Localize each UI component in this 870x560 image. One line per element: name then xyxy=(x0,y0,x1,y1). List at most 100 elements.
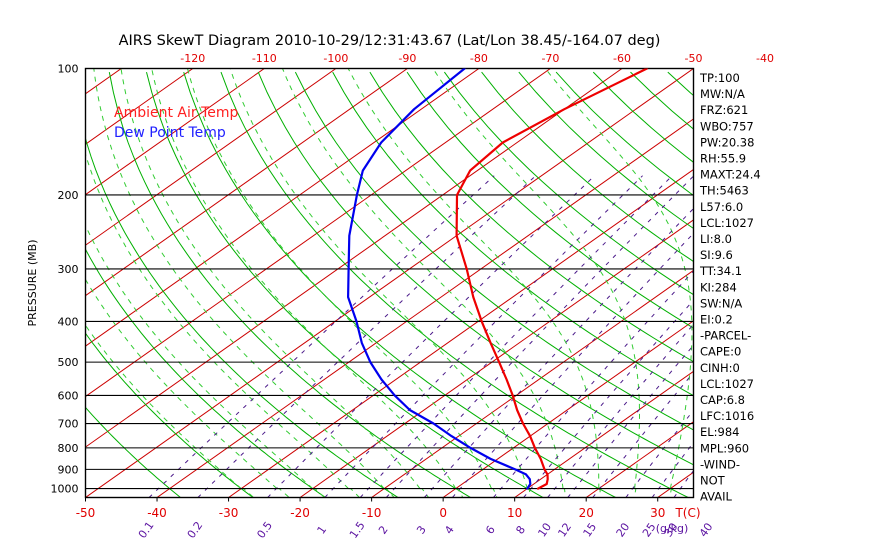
isotherm-line xyxy=(442,320,694,498)
top-temp-tick-label: -120 xyxy=(180,52,205,65)
dry-adiabat-line xyxy=(854,72,870,497)
dry-adiabat-line xyxy=(294,71,694,431)
parameter-26: AVAIL xyxy=(700,490,733,504)
mixing-ratio-tick-label: 1.5 xyxy=(347,519,368,541)
mixing-ratio-tick-label: 20 xyxy=(614,521,633,540)
dry-adiabat-line xyxy=(85,248,326,498)
mixing-ratio-tick-label: 4 xyxy=(442,523,457,536)
moist-adiabat-line xyxy=(93,68,385,489)
dry-adiabat-line xyxy=(406,71,694,329)
mixing-ratio-line xyxy=(423,207,694,498)
mixing-ratio-axis-label: (g/kg) xyxy=(656,522,689,535)
bottom-temp-tick-label: -20 xyxy=(290,506,310,520)
bottom-temp-tick-label: -30 xyxy=(219,506,239,520)
dry-adiabat-line xyxy=(817,72,870,497)
moist-adiabat-line xyxy=(348,488,360,498)
parameter-19: LCL:1027 xyxy=(700,377,754,391)
mixing-ratio-tick-label: 0.1 xyxy=(136,519,157,541)
dry-adiabat-line xyxy=(146,71,544,498)
moist-adiabat-line xyxy=(740,489,743,498)
parameter-0: TP:100 xyxy=(699,71,740,85)
parameter-5: RH:55.9 xyxy=(700,152,746,166)
isotherm-line xyxy=(299,219,694,498)
dewpoint-curve xyxy=(347,68,532,490)
parameter-8: L57:6.0 xyxy=(700,200,743,214)
pressure-tick-label: 900 xyxy=(58,463,79,476)
top-temp-tick-label: -50 xyxy=(685,52,703,65)
pressure-tick-label: 1000 xyxy=(51,483,79,496)
parameter-7: TH:5463 xyxy=(699,184,749,198)
moist-adiabat-line xyxy=(281,68,564,489)
pressure-tick-label: 600 xyxy=(58,389,79,402)
isotherm-line xyxy=(228,168,694,498)
moist-adiabat-line xyxy=(120,68,421,489)
pressure-tick-label: 400 xyxy=(58,315,79,328)
isotherm-line xyxy=(85,68,694,498)
dry-adiabat-line xyxy=(481,71,694,263)
dry-adiabat-line xyxy=(443,71,694,296)
bottom-temp-tick-label: 30 xyxy=(650,506,665,520)
mixing-ratio-line xyxy=(452,232,694,498)
temperature-axis-label: T(C) xyxy=(674,506,700,520)
pressure-tick-label: 700 xyxy=(58,418,79,431)
moist-adiabat-line xyxy=(669,488,673,498)
moist-adiabat-line xyxy=(544,68,693,489)
parameter-12: TT:34.1 xyxy=(699,264,742,278)
mixing-ratio-tick-label: 6 xyxy=(483,523,498,536)
isotherm-line xyxy=(85,68,623,448)
isotherm-line xyxy=(85,68,551,398)
moist-adiabat-line xyxy=(347,68,600,489)
dry-adiabat-line xyxy=(257,71,694,466)
parameter-21: LFC:1016 xyxy=(700,409,754,423)
pressure-tick-label: 200 xyxy=(58,189,79,202)
moist-adiabat-line xyxy=(563,488,566,498)
mixing-ratio-tick-label: 0.2 xyxy=(185,519,206,541)
parameter-9: LCL:1027 xyxy=(700,216,754,230)
dry-adiabat-line xyxy=(108,72,471,498)
parameter-17: CAPE:0 xyxy=(700,345,741,359)
isotherm-line xyxy=(85,68,408,297)
moist-adiabat-line xyxy=(432,68,640,489)
mixing-ratio-tick-label: 15 xyxy=(581,521,600,540)
parameter-24: -WIND- xyxy=(700,457,740,471)
dry-adiabat-line xyxy=(85,406,181,498)
parameter-20: CAP:6.8 xyxy=(700,393,745,407)
moist-adiabat-line xyxy=(186,68,492,489)
parameter-11: SI:9.6 xyxy=(700,248,733,262)
moist-adiabat-line xyxy=(742,59,852,489)
legend-dewpoint-temp: Dew Point Temp xyxy=(114,125,226,141)
top-temp-tick-label: -100 xyxy=(323,52,348,65)
mixing-ratio-tick-label: 40 xyxy=(697,521,716,540)
moist-adiabat-line xyxy=(241,488,255,498)
parameter-15: EI:0.2 xyxy=(700,313,733,327)
moist-adiabat-line xyxy=(527,488,532,498)
mixing-ratio-line xyxy=(651,441,694,498)
ambient-temp-curve xyxy=(455,68,649,490)
bottom-temp-tick-label: 0 xyxy=(439,506,447,520)
moist-adiabat-line xyxy=(85,224,314,489)
parameter-16: -PARCEL- xyxy=(700,329,751,343)
moist-adiabat-line xyxy=(384,488,395,498)
parameter-18: CINH:0 xyxy=(700,361,740,375)
moist-adiabat-line xyxy=(598,488,601,498)
isotherm-line xyxy=(514,370,694,498)
pressure-tick-label: 500 xyxy=(58,356,79,369)
mixing-ratio-tick-label: 0.5 xyxy=(254,519,275,541)
dry-adiabat-line xyxy=(518,71,694,230)
isotherm-line xyxy=(657,471,694,498)
moist-adiabat-line xyxy=(634,488,637,498)
parameter-22: EL:984 xyxy=(700,425,740,439)
parameter-23: MPL:960 xyxy=(700,441,749,455)
bottom-temp-tick-label: -10 xyxy=(362,506,382,520)
parameter-2: FRZ:621 xyxy=(700,103,748,117)
isotherm-line xyxy=(85,68,337,246)
isotherm-line xyxy=(85,68,265,196)
pressure-tick-label: 800 xyxy=(58,442,79,455)
mixing-ratio-line xyxy=(359,175,673,498)
bottom-temp-tick-label: 10 xyxy=(507,506,522,520)
parameter-13: KI:284 xyxy=(700,280,737,294)
top-temp-tick-label: -70 xyxy=(541,52,559,65)
moist-adiabat-line xyxy=(151,68,457,489)
mixing-ratio-tick-label: 8 xyxy=(513,523,528,536)
top-temp-tick-label: -40 xyxy=(756,52,774,65)
